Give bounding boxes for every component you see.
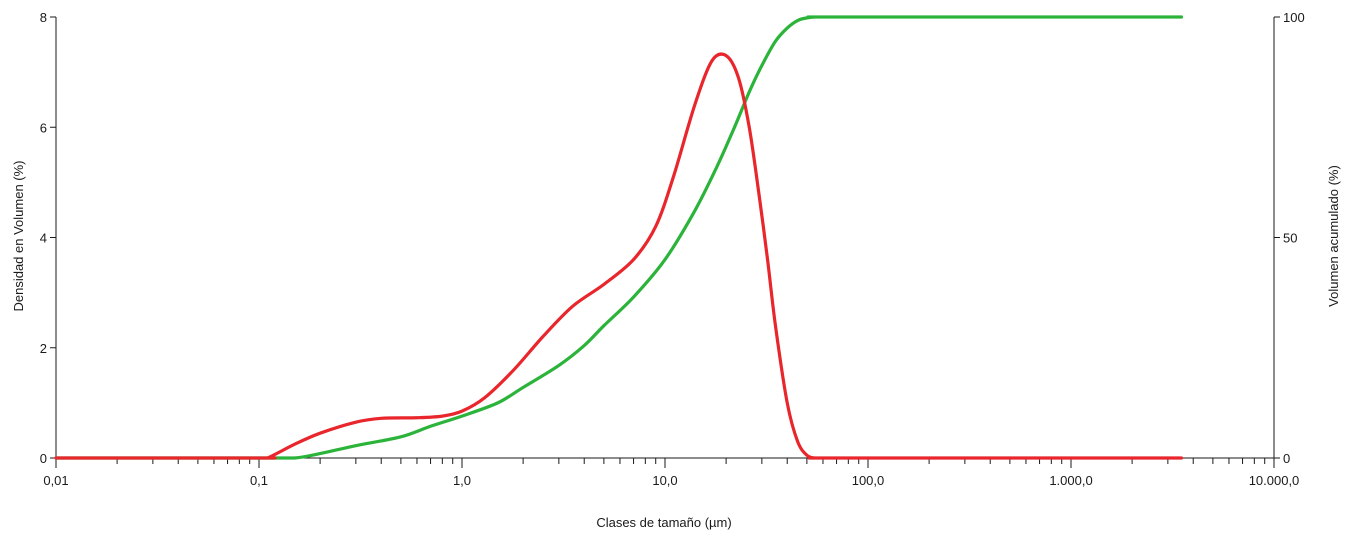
left-tick-label: 2 [40,341,47,356]
right-tick-label: 0 [1283,451,1290,466]
x-tick-label: 1.000,0 [1049,473,1092,488]
cumulative-curve [54,15,1184,460]
series-layer [54,15,1184,460]
density-curve [54,52,1184,460]
right-y-axis-title: Volumen acumulado (%) [1326,165,1341,307]
right-y-axis: 0 50 100 [1273,10,1305,466]
right-tick-label: 100 [1283,10,1305,25]
left-tick-label: 6 [40,120,47,135]
left-y-axis: 0 2 4 6 8 [40,10,57,466]
x-tick-label: 100,0 [852,473,885,488]
x-tick-label: 0,1 [250,473,268,488]
x-tick-label: 10,0 [652,473,677,488]
right-tick-label: 50 [1283,231,1297,246]
left-y-axis-title: Densidad en Volumen (%) [11,160,26,311]
x-tick-label: 0,01 [43,473,68,488]
left-tick-label: 4 [40,231,47,246]
x-axis-title: Clases de tamaño (µm) [596,515,731,530]
x-tick-label: 1,0 [453,473,471,488]
x-axis: 0,01 0,1 1,0 10,0 100,0 1.000,0 10.000,0 [43,457,1300,488]
x-tick-label: 10.000,0 [1249,473,1300,488]
left-tick-label: 8 [40,10,47,25]
left-tick-label: 0 [40,451,47,466]
